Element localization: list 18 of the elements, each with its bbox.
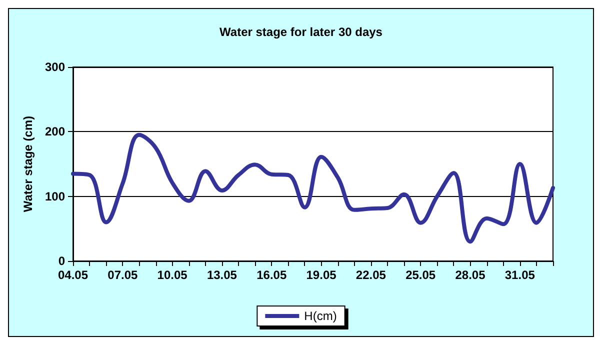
y-axis-title: Water stage (cm) [21, 116, 36, 212]
x-tick-label: 16.05 [256, 268, 287, 282]
y-tick-label: 0 [58, 254, 66, 268]
legend-label: H(cm) [304, 309, 337, 323]
y-tick-label: 200 [44, 124, 66, 139]
y-tick-label: 100 [44, 189, 66, 204]
x-tick-label: 07.05 [108, 268, 138, 282]
x-tick-label: 31.05 [504, 268, 536, 282]
x-tick-label: 22.05 [356, 268, 386, 282]
line-series [71, 132, 555, 244]
x-tick-label: 28.05 [455, 268, 486, 282]
x-tick-label: 13.05 [206, 268, 238, 282]
x-tick-label: 25.05 [406, 268, 436, 282]
chart-title: Water stage for later 30 days [220, 25, 383, 39]
x-tick-label: 10.05 [157, 268, 188, 282]
y-tick-label: 300 [44, 60, 66, 74]
x-tick-label: 19.05 [306, 268, 337, 282]
x-tick-label: 04.05 [58, 268, 88, 282]
